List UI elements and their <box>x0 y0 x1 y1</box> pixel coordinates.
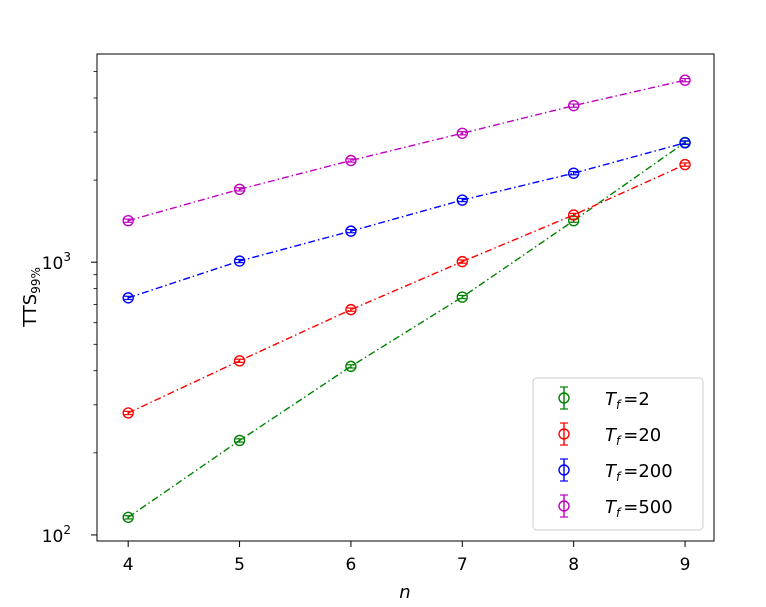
legend-symbol: T <box>605 389 618 410</box>
x-axis-ticks: 4 5 6 7 8 9 <box>123 541 691 575</box>
data-point <box>679 158 691 171</box>
y-axis-label-main: TTS <box>20 294 41 328</box>
data-point <box>456 255 468 268</box>
data-point <box>679 74 691 86</box>
x-tick-label: 6 <box>346 555 357 575</box>
data-point <box>345 360 357 373</box>
legend-value: =200 <box>623 461 672 482</box>
data-point <box>122 511 134 524</box>
x-tick-label: 9 <box>680 555 691 575</box>
marker <box>233 355 246 367</box>
marker <box>679 74 691 86</box>
legend-value: =20 <box>623 425 661 446</box>
data-point <box>122 214 134 227</box>
marker <box>567 99 580 112</box>
y-tick-exponent: 2 <box>63 523 71 537</box>
data-point <box>345 225 357 237</box>
marker <box>122 407 134 419</box>
y-axis-label: TTS99% <box>20 267 43 328</box>
y-tick-base: 10 <box>42 254 64 274</box>
marker <box>567 209 580 221</box>
data-point <box>456 127 468 139</box>
data-point <box>567 99 580 112</box>
legend-symbol: T <box>605 497 618 518</box>
legend-value: =500 <box>623 497 672 518</box>
marker <box>345 225 357 237</box>
marker <box>567 167 580 179</box>
legend-symbol: T <box>605 461 618 482</box>
legend-marker <box>558 428 570 440</box>
marker <box>233 434 246 447</box>
marker <box>122 292 134 304</box>
y-axis-label-sub: 99% <box>29 267 43 294</box>
data-point <box>233 255 246 267</box>
marker <box>122 511 134 524</box>
legend-marker <box>558 464 570 476</box>
marker <box>233 183 246 196</box>
marker <box>345 154 357 167</box>
legend-marker <box>558 392 570 404</box>
series-line <box>127 163 686 414</box>
legend-label: Tf =2 <box>605 389 650 412</box>
data-point <box>122 407 134 419</box>
data-point <box>233 355 246 367</box>
y-tick-label: 102 <box>42 523 71 547</box>
marker <box>456 127 468 139</box>
legend-item: Tf =2 <box>558 386 650 412</box>
data-point <box>679 137 691 149</box>
legend-marker <box>558 500 570 512</box>
legend-frame <box>532 377 704 531</box>
legend-subscript: f <box>616 470 622 484</box>
x-tick-label: 7 <box>457 555 468 575</box>
series-line <box>127 142 686 299</box>
marker <box>679 158 691 171</box>
marker <box>345 303 357 316</box>
data-point <box>345 154 357 167</box>
series-line <box>127 141 686 518</box>
legend-label: Tf =500 <box>605 497 673 520</box>
x-axis-label: n <box>399 582 410 603</box>
x-tick-label: 5 <box>234 555 245 575</box>
legend-value: =2 <box>623 389 650 410</box>
series-layer <box>122 74 691 524</box>
legend-subscript: f <box>616 506 622 520</box>
legend-item: Tf =20 <box>558 422 661 448</box>
data-point <box>122 292 134 304</box>
data-point <box>567 209 580 221</box>
marker <box>122 214 134 227</box>
x-tick-label: 4 <box>123 555 134 575</box>
data-point <box>456 291 468 303</box>
data-point <box>567 167 580 179</box>
series-line <box>127 79 686 222</box>
marker <box>456 291 468 303</box>
marker <box>679 137 691 149</box>
marker <box>456 194 468 206</box>
y-tick-label: 103 <box>42 250 71 274</box>
y-tick-exponent: 3 <box>63 250 71 264</box>
marker <box>345 360 357 373</box>
legend-symbol: T <box>605 425 618 446</box>
marker <box>456 255 468 268</box>
legend-item: Tf =500 <box>558 494 673 520</box>
y-tick-base: 10 <box>42 527 64 547</box>
data-point <box>456 194 468 206</box>
legend-subscript: f <box>616 398 622 412</box>
marker <box>233 255 246 267</box>
x-tick-label: 8 <box>568 555 579 575</box>
legend-subscript: f <box>616 434 622 448</box>
data-point <box>233 183 246 196</box>
data-point <box>345 303 357 316</box>
legend-item: Tf =200 <box>558 458 673 484</box>
legend-label: Tf =200 <box>605 461 673 484</box>
data-point <box>233 434 246 447</box>
legend-label: Tf =20 <box>605 425 661 448</box>
